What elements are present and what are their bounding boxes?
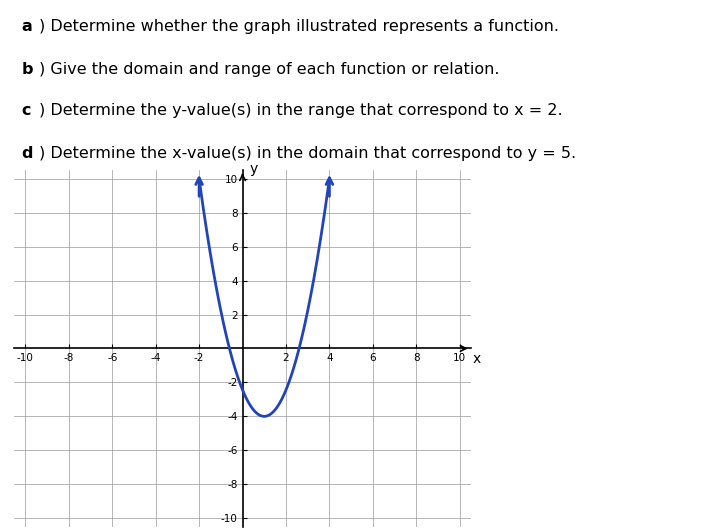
Text: a: a (22, 19, 32, 34)
Text: ) Determine the x-value(s) in the domain that correspond to y = 5.: ) Determine the x-value(s) in the domain… (38, 146, 576, 161)
Text: x: x (473, 352, 481, 365)
Text: ) Give the domain and range of each function or relation.: ) Give the domain and range of each func… (38, 62, 499, 77)
Text: c: c (22, 103, 31, 118)
Text: ) Determine the y-value(s) in the range that correspond to x = 2.: ) Determine the y-value(s) in the range … (38, 103, 562, 118)
Text: d: d (22, 146, 33, 161)
Text: y: y (249, 162, 258, 176)
Text: ) Determine whether the graph illustrated represents a function.: ) Determine whether the graph illustrate… (38, 19, 558, 34)
Text: b: b (22, 62, 33, 77)
